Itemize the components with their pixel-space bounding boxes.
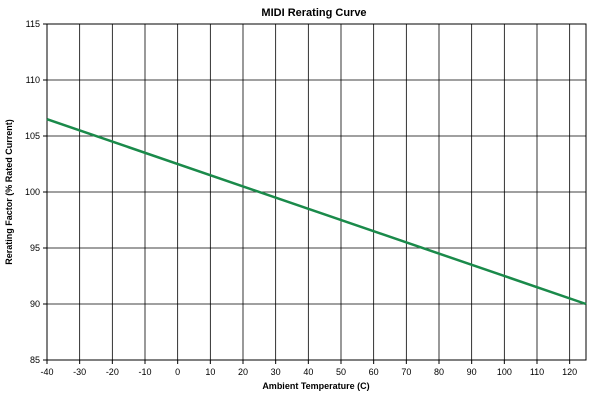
series-layer <box>46 118 587 306</box>
x-tick-label: -10 <box>138 367 151 377</box>
x-tick-label: 40 <box>303 367 313 377</box>
x-tick-label: 110 <box>530 367 544 377</box>
y-axis-label: Rerating Factor (% Rated Current) <box>4 119 14 265</box>
grid <box>46 23 586 361</box>
x-axis-ticks: -40 -30 -20 -10 0 10 20 30 40 50 60 70 80 90 100 110 120 <box>40 360 577 377</box>
y-tick-label: 105 <box>25 131 40 141</box>
x-tick-label: 50 <box>336 367 346 377</box>
x-tick-label: 70 <box>401 367 411 377</box>
x-tick-label: 0 <box>175 367 180 377</box>
x-tick-label: 120 <box>562 367 577 377</box>
y-tick-label: 110 <box>26 75 40 85</box>
y-tick-label: 95 <box>30 243 40 253</box>
x-tick-label: 90 <box>467 367 477 377</box>
chart-title: MIDI Rerating Curve <box>261 7 366 19</box>
series-line <box>46 118 587 306</box>
y-tick-label: 85 <box>30 355 40 365</box>
y-axis-ticks: 85 90 95 100 105 110 115 <box>25 19 47 365</box>
x-tick-label: 100 <box>497 367 512 377</box>
x-tick-label: 20 <box>238 367 248 377</box>
y-tick-label: 115 <box>26 19 40 29</box>
y-tick-label: 90 <box>30 299 40 309</box>
x-axis-label: Ambient Temperature (C) <box>262 381 369 391</box>
x-tick-label: 60 <box>369 367 379 377</box>
x-tick-label: -20 <box>106 367 119 377</box>
x-tick-label: 30 <box>271 367 281 377</box>
x-tick-label: -40 <box>40 367 53 377</box>
x-tick-label: -30 <box>73 367 86 377</box>
x-tick-label: 80 <box>434 367 444 377</box>
y-tick-label: 100 <box>25 187 40 197</box>
x-tick-label: 10 <box>205 367 215 377</box>
